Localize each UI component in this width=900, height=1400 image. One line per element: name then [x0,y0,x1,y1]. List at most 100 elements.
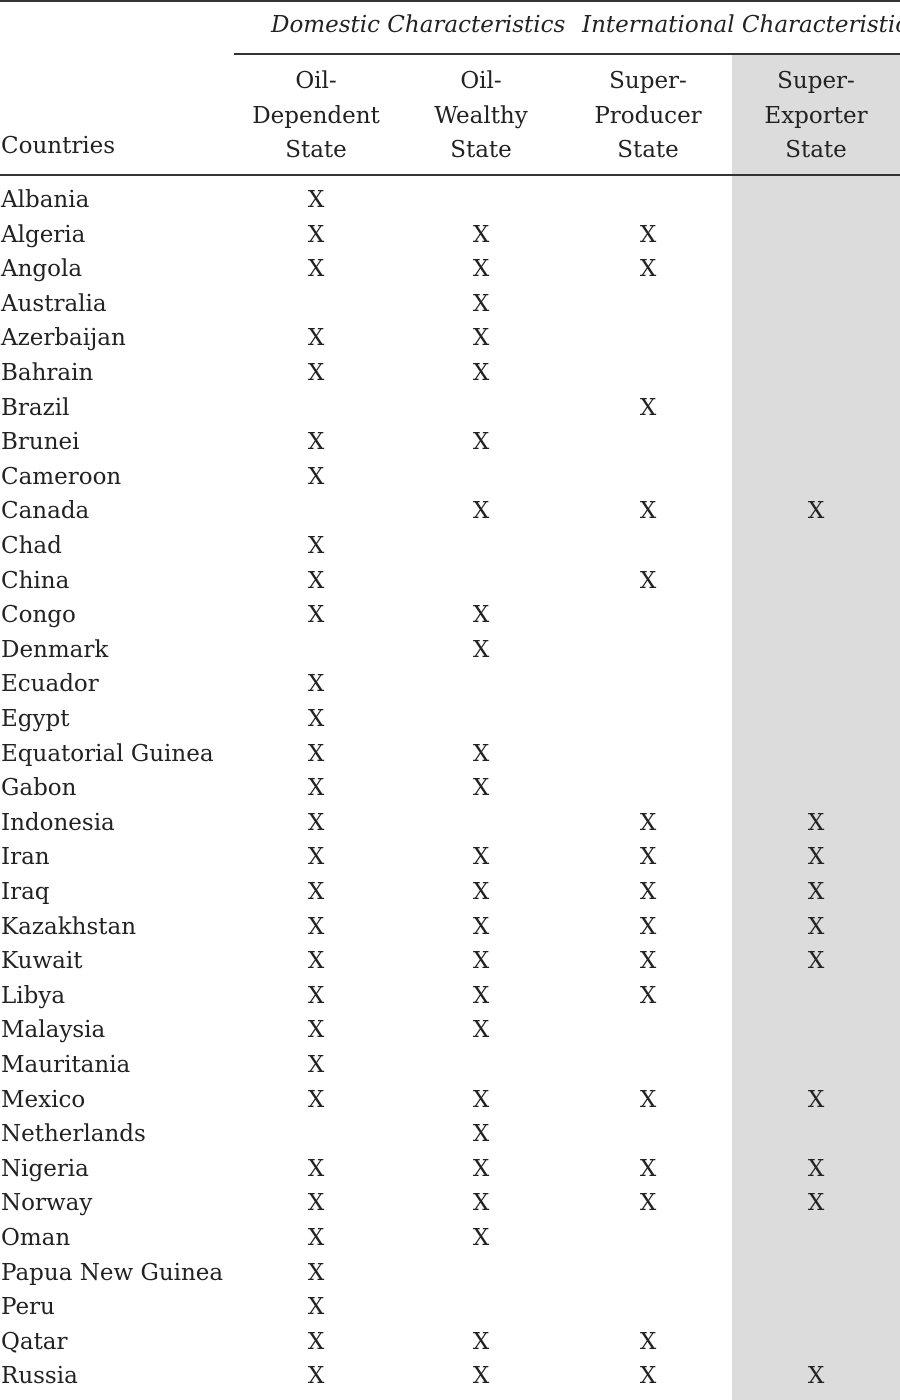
mark-oil-dependent: X [307,1052,325,1078]
mark-oil-dependent: X [307,671,325,698]
column-header-oil-dependent: Oil- Dependent State [232,64,400,168]
mark-oil-wealthy: X [472,1086,490,1113]
group-rule [234,53,900,55]
mark-oil-wealthy: X [472,913,490,940]
table-row: Netherlands X [0,1121,900,1156]
mark-oil-wealthy: X [472,982,490,1009]
mark-oil-dependent: X [307,948,325,975]
table-row: Oman X X [0,1225,900,1260]
table-row: Mauritania X [0,1052,900,1087]
column-header-super-exporter: Super- Exporter State [732,64,900,168]
column-header-line: Exporter [764,102,868,129]
table-row: China X X [0,568,900,603]
table-row: Peru X [0,1294,900,1329]
table-row: Algeria X X X [0,222,900,257]
mark-super-exporter: X [807,879,825,905]
table-row: Bahrain X X [0,360,900,395]
table-row: Egypt X [0,706,900,741]
mark-super-producer: X [639,1086,657,1113]
country-name: Norway [1,1190,93,1217]
country-name: Denmark [1,636,109,663]
mark-oil-wealthy: X [472,221,490,248]
mark-oil-wealthy: X [472,1017,490,1044]
mark-oil-wealthy: X [472,256,490,283]
mark-super-producer: X [639,982,657,1009]
countries-header: Countries [1,133,116,159]
mark-oil-dependent: X [307,325,325,352]
mark-oil-wealthy: X [472,1363,490,1390]
mark-oil-wealthy: X [472,636,490,663]
mark-oil-wealthy: X [472,325,490,352]
mark-oil-wealthy: X [472,775,490,802]
table-row: Chad X [0,533,900,568]
mark-oil-dependent: X [307,1017,325,1044]
country-name: Bahrain [1,360,94,386]
country-name: Peru [1,1294,55,1321]
mark-oil-wealthy: X [472,290,490,317]
mark-oil-wealthy: X [472,740,490,767]
mark-super-producer: X [639,1363,657,1390]
country-name: Algeria [1,221,86,248]
table-row: Azerbaijan X X [0,325,900,360]
mark-super-exporter: X [807,1363,825,1390]
mark-oil-wealthy: X [472,429,490,456]
mark-oil-wealthy: X [472,844,490,871]
mark-oil-wealthy: X [472,1190,490,1217]
mark-super-exporter: X [807,1155,825,1182]
mark-super-producer: X [639,879,657,905]
super-exporter-column-highlight [732,54,900,1400]
country-name: Angola [1,256,83,283]
table-row: Libya X X X [0,983,900,1018]
table-row: Cameroon X [0,464,900,499]
mark-oil-dependent: X [307,706,325,732]
mark-oil-wealthy: X [472,1225,490,1251]
mark-super-producer: X [639,221,657,248]
column-header-line: Oil- [295,68,337,94]
header-rule [0,174,900,176]
column-header-line: Super- [609,68,687,94]
mark-super-exporter: X [807,844,825,871]
mark-super-producer: X [639,809,657,836]
country-name: Egypt [1,706,70,732]
table-row: Kazakhstan X X X X [0,914,900,949]
country-name: Mauritania [1,1052,131,1078]
country-name: Ecuador [1,671,99,698]
mark-oil-dependent: X [307,844,325,871]
mark-super-exporter: X [807,913,825,940]
group-header-domestic: Domestic Characteristics [271,12,566,38]
mark-oil-wealthy: X [472,498,490,525]
mark-oil-dependent: X [307,879,325,905]
column-header-oil-wealthy: Oil- Wealthy State [397,64,565,168]
mark-oil-dependent: X [307,1225,325,1251]
column-header-super-producer: Super- Producer State [564,64,732,168]
mark-super-producer: X [639,1155,657,1182]
country-name: Congo [1,602,76,629]
country-name: Papua New Guinea [1,1259,224,1286]
table-row: Albania X [0,187,900,222]
column-header-line: Super- [777,68,855,94]
mark-oil-wealthy: X [472,1155,490,1182]
table-row: Norway X X X X [0,1190,900,1225]
table-row: Brunei X X [0,429,900,464]
table-row: Kuwait X X X X [0,948,900,983]
column-header-line: State [785,137,847,163]
mark-super-producer: X [639,394,657,421]
mark-oil-dependent: X [307,463,325,490]
country-name: Russia [1,1363,78,1390]
country-name: Libya [1,982,66,1009]
mark-super-exporter: X [807,948,825,975]
country-name: Albania [1,187,90,213]
table-row: Iraq X X X X [0,879,900,914]
top-rule [0,0,900,2]
country-name: Gabon [1,775,77,802]
mark-oil-dependent: X [307,809,325,836]
mark-oil-wealthy: X [472,360,490,386]
table-row: Ecuador X [0,671,900,706]
mark-oil-wealthy: X [472,602,490,629]
table-row: Iran X X X X [0,844,900,879]
table-row: Canada X X X [0,498,900,533]
mark-oil-dependent: X [307,221,325,248]
mark-super-exporter: X [807,1086,825,1113]
country-name: Kuwait [1,948,83,975]
country-name: Chad [1,533,62,559]
